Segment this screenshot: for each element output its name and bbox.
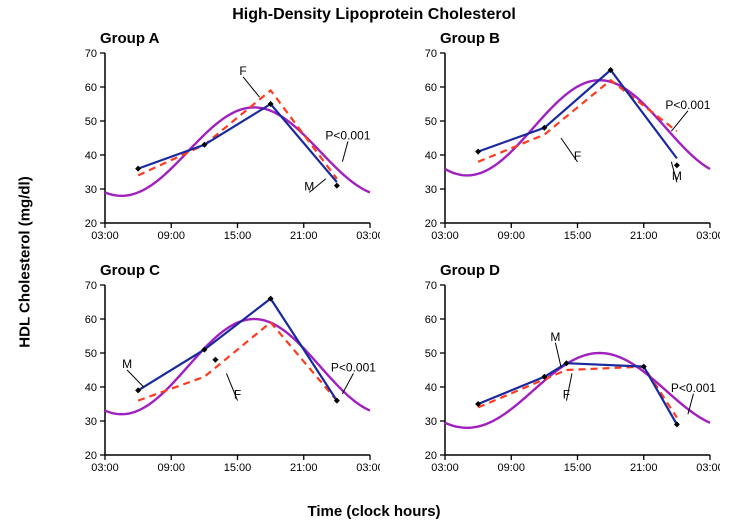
- xtick-label: 21:00: [630, 230, 658, 242]
- xtick-label: 15:00: [564, 462, 592, 474]
- annotation-label: F: [239, 64, 246, 78]
- xtick-label: 09:00: [157, 462, 185, 474]
- xtick-label: 09:00: [497, 230, 525, 242]
- panel-B: Group B 20 30 40 50 60 70 03:00 09:00 15:00 21:00 0…: [400, 28, 720, 248]
- panel-title-A: Group A: [100, 30, 159, 47]
- ytick-label: 40: [425, 382, 437, 394]
- ytick-label: 30: [425, 184, 437, 196]
- xtick-label: 09:00: [497, 462, 525, 474]
- data-marker: [674, 162, 680, 168]
- panel-svg-A: 20 30 40 50 60 70 03:00 09:00 15:00 21:00 03:00 F M P…: [60, 28, 380, 248]
- xtick-label: 03:00: [356, 462, 380, 474]
- ytick-label: 40: [425, 150, 437, 162]
- data-marker: [135, 166, 141, 172]
- panel-svg-B: 20 30 40 50 60 70 03:00 09:00 15:00 21:00 03:00 F M P…: [400, 28, 720, 248]
- xtick-label: 09:00: [157, 230, 185, 242]
- annotation-label: P<0.001: [325, 128, 370, 142]
- figure-title: High-Density Lipoprotein Cholesterol: [0, 6, 748, 24]
- ytick-label: 40: [85, 382, 97, 394]
- ytick-label: 60: [425, 314, 437, 326]
- panel-svg-D: 20 30 40 50 60 70 03:00 09:00 15:00 21:00 03:00 M F P…: [400, 260, 720, 480]
- annotation-label: F: [563, 388, 570, 402]
- y-axis-label: HDL Cholesterol (mg/dl): [17, 176, 34, 347]
- ytick-label: 50: [85, 116, 97, 128]
- annotation-label: M: [122, 357, 132, 371]
- xtick-label: 03:00: [696, 462, 720, 474]
- panel-title-B: Group B: [440, 30, 500, 47]
- data-marker: [475, 149, 481, 155]
- ytick-label: 20: [85, 450, 97, 462]
- xtick-label: 03:00: [91, 462, 119, 474]
- xtick-label: 03:00: [431, 230, 459, 242]
- xtick-label: 03:00: [696, 230, 720, 242]
- annotation-label: F: [234, 388, 241, 402]
- ytick-label: 30: [85, 416, 97, 428]
- xtick-label: 15:00: [224, 230, 252, 242]
- annotation-label: M: [550, 330, 560, 344]
- annotation-label: P<0.001: [331, 360, 376, 374]
- figure-root: High-Density Lipoprotein Cholesterol HDL…: [0, 0, 748, 524]
- panel-title-D: Group D: [440, 262, 500, 279]
- xtick-label: 21:00: [630, 462, 658, 474]
- xtick-label: 03:00: [91, 230, 119, 242]
- xtick-label: 21:00: [290, 230, 318, 242]
- ytick-label: 70: [425, 280, 437, 292]
- annotation-label: M: [672, 169, 682, 183]
- panel-D: Group D 20 30 40 50 60 70 03:00 09:00 15:00 21:00 0…: [400, 260, 720, 480]
- annotation-label: M: [304, 179, 314, 193]
- panel-title-C: Group C: [100, 262, 160, 279]
- annotation-label: P<0.001: [671, 381, 716, 395]
- panel-C: Group C 20 30 40 50 60 70 03:00 09:00 15:00 21:00 0…: [60, 260, 380, 480]
- ytick-label: 50: [425, 348, 437, 360]
- xtick-label: 15:00: [224, 462, 252, 474]
- ytick-label: 50: [425, 116, 437, 128]
- ytick-label: 20: [85, 218, 97, 230]
- ytick-label: 60: [85, 314, 97, 326]
- ytick-label: 20: [425, 450, 437, 462]
- ytick-label: 20: [425, 218, 437, 230]
- ytick-label: 60: [425, 82, 437, 94]
- xtick-label: 03:00: [356, 230, 380, 242]
- data-marker: [334, 183, 340, 189]
- ytick-label: 40: [85, 150, 97, 162]
- annotation-label: F: [574, 149, 581, 163]
- ytick-label: 30: [85, 184, 97, 196]
- x-axis-label: Time (clock hours): [0, 503, 748, 520]
- ytick-label: 70: [85, 280, 97, 292]
- xtick-label: 03:00: [431, 462, 459, 474]
- panel-A: Group A 20 30 40 50 60 70 03:00 09:00 15:00 21:00 0…: [60, 28, 380, 248]
- panel-svg-C: 20 30 40 50 60 70 03:00 09:00 15:00 21:00 03:00 M F P…: [60, 260, 380, 480]
- data-marker: [212, 357, 218, 363]
- ytick-label: 70: [425, 48, 437, 60]
- ytick-label: 60: [85, 82, 97, 94]
- ytick-label: 50: [85, 348, 97, 360]
- ytick-label: 30: [425, 416, 437, 428]
- xtick-label: 15:00: [564, 230, 592, 242]
- xtick-label: 21:00: [290, 462, 318, 474]
- annotation-label: P<0.001: [665, 98, 710, 112]
- ytick-label: 70: [85, 48, 97, 60]
